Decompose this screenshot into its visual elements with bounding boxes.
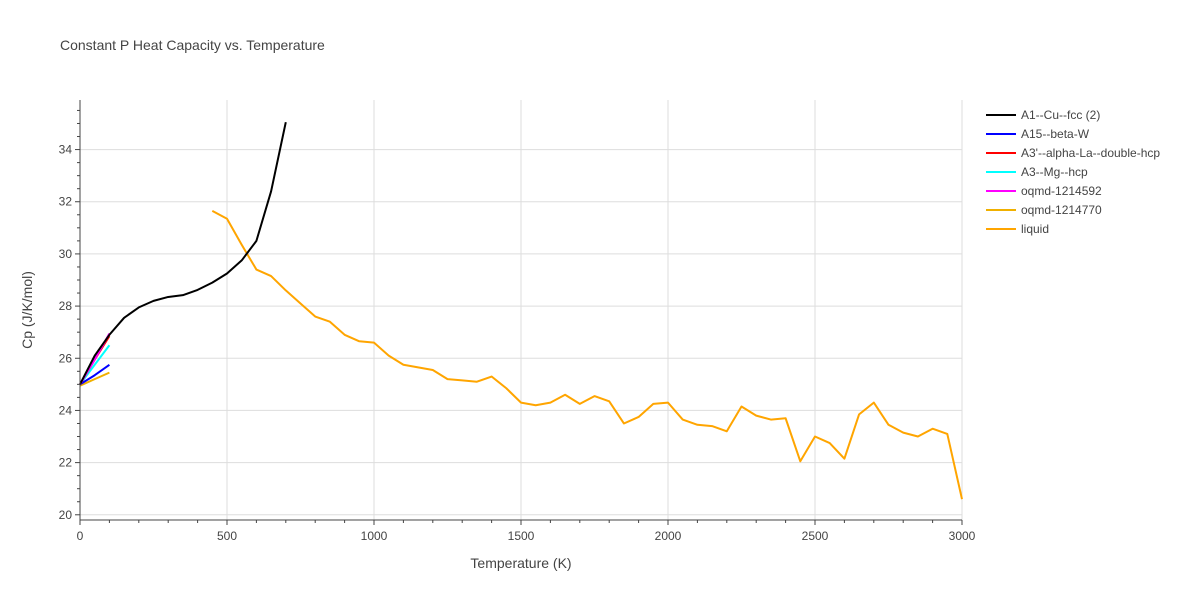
y-tick-label: 30 — [59, 247, 73, 261]
grid-layer — [80, 100, 963, 520]
x-tick-label: 1500 — [508, 529, 535, 543]
series-line-a1-cu-fcc-2- — [79, 121, 287, 385]
y-tick-label: 26 — [59, 351, 73, 365]
y-tick-label: 28 — [59, 299, 73, 313]
legend: A1--Cu--fcc (2) A15--beta-W A3'--alpha-La-… — [986, 108, 1160, 236]
y-tick-label: 20 — [59, 508, 73, 522]
series-layer — [79, 121, 963, 500]
legend-item-label: A15--beta-W — [1021, 127, 1090, 141]
legend-item-label: liquid — [1021, 222, 1049, 236]
y-tick-label: 24 — [59, 403, 73, 417]
series-line-liquid — [211, 209, 963, 500]
legend-item-label: A3--Mg--hcp — [1021, 165, 1088, 179]
series-line-a15-beta-w — [79, 363, 110, 386]
x-tick-label: 2000 — [655, 529, 682, 543]
y-tick-label: 32 — [59, 195, 73, 209]
legend-item-label: oqmd-1214592 — [1021, 184, 1102, 198]
x-tick-label: 3000 — [949, 529, 976, 543]
y-tick-label: 22 — [59, 456, 73, 470]
series-line-oqmd-1214770 — [79, 371, 110, 387]
legend-item-label: A1--Cu--fcc (2) — [1021, 108, 1100, 122]
legend-item-label: oqmd-1214770 — [1021, 203, 1102, 217]
y-axis-title: Cp (J/K/mol) — [19, 271, 35, 349]
legend-item-label: A3'--alpha-La--double-hcp — [1021, 146, 1160, 160]
x-tick-label: 1000 — [361, 529, 388, 543]
chart-title: Constant P Heat Capacity vs. Temperature — [60, 37, 325, 53]
x-tick-label: 2500 — [802, 529, 829, 543]
y-tick-label: 34 — [59, 143, 73, 157]
x-axis-title: Temperature (K) — [470, 555, 571, 571]
ticks-layer: 0 500 1000 1500 2000 2500 3000 20 22 24 26 28 30 32 34 — [59, 109, 976, 543]
x-tick-label: 0 — [77, 529, 84, 543]
x-tick-label: 500 — [217, 529, 237, 543]
